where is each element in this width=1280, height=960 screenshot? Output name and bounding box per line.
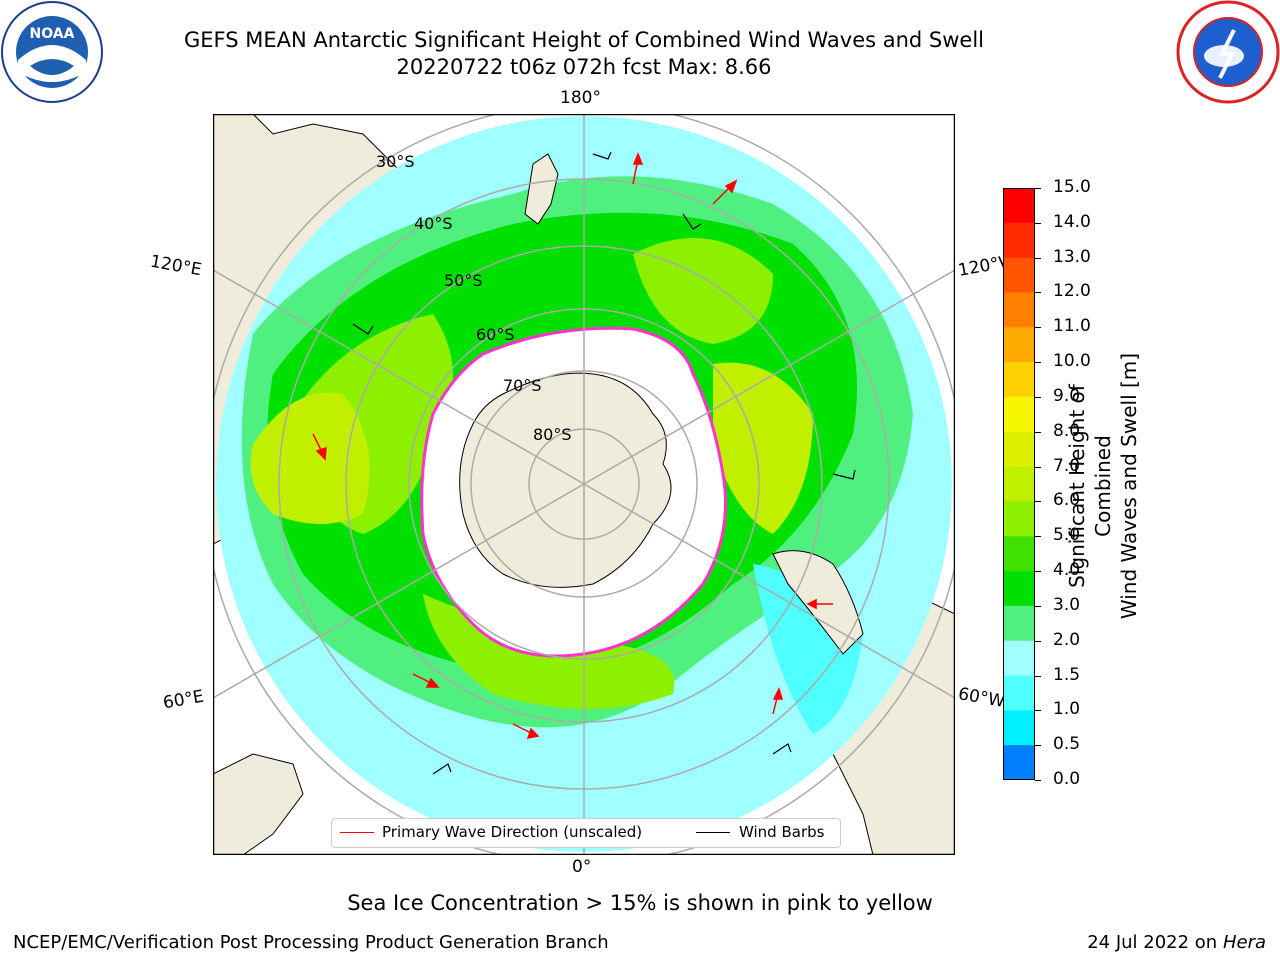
colorbar-tick-mark [1035,188,1041,189]
colorbar-tick-mark [1035,536,1041,538]
colorbar-bin [1003,675,1035,711]
colorbar-bin [1003,571,1035,607]
colorbar-tick-mark [1035,222,1041,224]
colorbar-bin [1003,745,1035,780]
colorbar-bin [1003,327,1035,363]
colorbar-bin [1003,292,1035,328]
colorbar-tick-label: 1.0 [1053,699,1081,720]
footer-credit: NCEP/EMC/Verification Post Processing Pr… [13,932,609,953]
lon-label-60e: 60°E [161,686,206,714]
colorbar-bin [1003,466,1035,502]
lon-label-0: 0° [572,857,592,877]
wind-barbs-legend-line [696,832,730,833]
colorbar-bin [1003,501,1035,537]
colorbar-tick-mark [1035,710,1041,712]
colorbar-label-line1: Significant Height of Combined [1065,384,1115,588]
colorbar-bin [1003,396,1035,433]
wind-barbs-legend-label: Wind Barbs [739,823,825,841]
wave-direction-legend-line [340,832,374,833]
nws-logo [1176,0,1280,104]
graticule [213,114,955,855]
colorbar-tick-label: 13.0 [1053,246,1091,267]
colorbar-tick-label: 14.0 [1053,211,1091,232]
colorbar-bin [1003,362,1035,398]
colorbar-tick-mark [1035,396,1041,398]
wind-barbs [352,151,856,775]
colorbar-tick-label: 4.0 [1053,560,1081,581]
lat-label-40s: 40°S [414,214,453,233]
colorbar-tick-mark [1035,501,1041,503]
colorbar-tick-label: 5.0 [1053,525,1081,546]
chart-subtitle: 20220722 t06z 072h fcst Max: 8.66 [396,55,772,79]
colorbar-bin [1003,188,1035,224]
lat-label-80s: 80°S [533,425,572,444]
colorbar-bin [1003,431,1035,468]
colorbar-bin [1003,257,1035,293]
colorbar-tick-mark [1035,571,1041,573]
colorbar-tick-label: 0.0 [1053,769,1081,789]
colorbar-label: Significant Height of Combined Wind Wave… [1064,336,1142,636]
colorbar-tick-label: 9.0 [1053,385,1081,406]
colorbar-tick-mark [1035,466,1041,468]
colorbar-tick-label: 11.0 [1053,316,1091,337]
colorbar-tick-label: 6.0 [1053,490,1081,511]
colorbar-tick-mark [1035,327,1041,329]
wave-direction-arrows [312,151,833,739]
south-america [772,550,864,655]
colorbar-tick-mark [1035,605,1041,607]
lat-label-70s: 70°S [503,376,542,395]
lon-label-120e: 120°E [148,251,204,281]
footer-machine: Hera [1222,932,1266,953]
colorbar-tick-label: 1.5 [1053,664,1081,685]
colorbar-bin [1003,710,1035,746]
colorbar-tick-mark [1035,292,1041,294]
colorbar-tick-label: 8.0 [1053,420,1081,441]
colorbar-tick-mark [1035,780,1041,781]
sea-ice-note: Sea Ice Concentration > 15% is shown in … [347,891,933,915]
lat-label-50s: 50°S [444,271,483,290]
colorbar-tick-mark [1035,257,1041,259]
colorbar-tick-label: 10.0 [1053,351,1091,372]
colorbar-tick-mark [1035,431,1041,433]
lat-label-60s: 60°S [476,325,515,344]
colorbar-bin [1003,605,1035,642]
colorbar-tick-label: 2.0 [1053,629,1081,650]
colorbar-bin [1003,536,1035,572]
colorbar-tick-mark [1035,745,1041,747]
svg-text:NOAA: NOAA [30,26,75,42]
lon-label-60w: 60°W [956,684,1007,712]
noaa-logo: NOAA [1,1,103,103]
colorbar-tick-mark [1035,362,1041,364]
footer-date: 24 Jul 2022 on Hera [1087,932,1266,953]
colorbar-tick-mark [1035,675,1041,677]
colorbar-label-line2: Wind Waves and Swell [m] [1117,352,1141,620]
map-legend: Primary Wave Direction (unscaled) Wind B… [331,818,841,848]
chart-title: GEFS MEAN Antarctic Significant Height o… [183,28,985,52]
wave-direction-legend-label: Primary Wave Direction (unscaled) [382,823,643,841]
lat-label-30s: 30°S [376,152,415,171]
colorbar-tick-label: 15.0 [1053,177,1091,197]
lon-label-180: 180° [560,88,601,108]
colorbar-tick-label: 7.0 [1053,455,1081,476]
colorbar-tick-label: 0.5 [1053,734,1081,755]
new-zealand [524,153,559,225]
colorbar-bin [1003,222,1035,259]
footer-date-text: 24 Jul 2022 on [1087,932,1223,953]
colorbar-tick-mark [1035,640,1041,642]
antarctica [459,372,672,588]
polar-map [213,114,955,855]
colorbar-tick-label: 3.0 [1053,594,1081,615]
colorbar-tick-label: 12.0 [1053,281,1091,302]
colorbar [1003,188,1035,780]
colorbar-bin [1003,640,1035,677]
